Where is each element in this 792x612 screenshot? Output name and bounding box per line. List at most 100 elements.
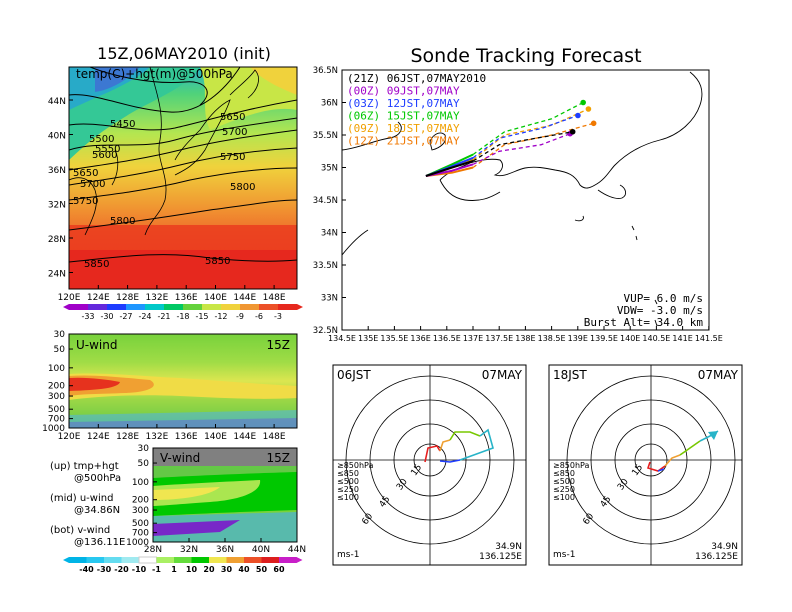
colorbar-label: -6 (255, 312, 263, 321)
colorbar-swatch (69, 304, 88, 310)
contour-labels: 5450 5500 5550 5600 5650 5650 5700 5700 … (73, 112, 255, 270)
pressure-tick-label: 700 (132, 529, 149, 539)
lon-tick-label: 132E (145, 432, 168, 442)
hodograph-trace (646, 461, 666, 472)
level-legend-entry: ≤250 (553, 485, 575, 494)
u-lon-axis: 120E 124E 128E 132E 136E 140E 144E 148E (58, 424, 286, 442)
burst-point (585, 106, 592, 112)
colorbar-label: -40 (79, 565, 94, 574)
lon-tick-label: 140E (204, 432, 227, 442)
lon-tick-label: 124E (87, 293, 110, 303)
pressure-tick-label: 200 (48, 382, 65, 392)
colorbar-label: -30 (97, 565, 112, 574)
contour-label: 5800 (110, 216, 135, 227)
colorbar-swatch (226, 557, 244, 563)
lon-tick-label: 141.5E (695, 334, 723, 343)
hodograph-trace (664, 454, 681, 467)
colorbar-label: -30 (100, 312, 113, 321)
lat-tick-label: 36.5N (313, 66, 338, 76)
u-panel-time: 15Z (267, 338, 291, 352)
map-field-label: temp(C)+hgt(m)@500hPa (76, 67, 233, 81)
lat-tick-label: 35N (321, 164, 338, 174)
lon-tick-label: 128E (116, 432, 139, 442)
map-lon-axis: 120E 124E 128E 132E 136E 140E 144E 148E (58, 285, 286, 303)
hodograph-unit: ms-1 (553, 550, 575, 560)
colorbar-swatch (209, 557, 227, 563)
vup-value: VUP= 6.0 m/s (624, 292, 703, 305)
height-contours (69, 67, 297, 263)
colorbar-swatch (164, 304, 183, 310)
lon-tick-label: 148E (263, 293, 286, 303)
colorbar-swatch (86, 557, 104, 563)
hodograph-trace (439, 459, 461, 463)
pressure-tick-label: 50 (138, 459, 150, 469)
colorbar-swatch (156, 557, 174, 563)
lon-tick-label: 134.5E (328, 334, 356, 343)
note-bot-2: @136.11E (74, 537, 125, 548)
contour-label: 5850 (84, 259, 109, 270)
colorbar-swatch (259, 304, 278, 310)
colorbar-label: -9 (236, 312, 244, 321)
colorbar-arrow (296, 557, 303, 563)
lon-tick-label: 128E (116, 293, 139, 303)
track-series (425, 99, 597, 177)
pressure-tick-label: 300 (48, 392, 65, 402)
pressure-tick-label: 30 (138, 444, 150, 454)
colorbar-label: 40 (238, 565, 250, 574)
hodograph-time: 06JST (337, 368, 371, 382)
hodograph-frame (332, 364, 527, 566)
pressure-tick-label: 200 (132, 496, 149, 506)
hodograph-lon: 136.125E (479, 552, 522, 562)
hodograph-frame (548, 364, 743, 566)
colorbar-label: 30 (221, 565, 233, 574)
track-lon-axis: 134.5E 135E 135.5E 136E 136.5E 137E 137.5E 138E… (328, 326, 723, 343)
colorbar-swatch (126, 304, 145, 310)
lon-tick-label: 135.5E (380, 334, 408, 343)
burst-point (569, 128, 576, 135)
v-panel-label: V-wind (160, 451, 200, 465)
hodograph-lon: 136.125E (695, 552, 738, 562)
lon-tick-label: 132E (145, 293, 168, 303)
lon-tick-label: 144E (233, 432, 256, 442)
lat-tick-label: 40N (48, 132, 66, 142)
track-legend: (21Z) 06JST,07MAY2010(00Z) 09JST,07MAY(0… (347, 72, 486, 148)
v-panel-time: 15Z (267, 451, 291, 465)
level-legend-entry: ≥850hPa (337, 461, 374, 470)
lat-tick-label: 24N (48, 270, 66, 280)
note-up-1: (up) tmp+hgt (50, 461, 119, 472)
contour-label: 5650 (73, 168, 98, 179)
colorbar-label: 20 (203, 565, 215, 574)
contour-label: 5450 (110, 119, 135, 130)
track-line-dashed (472, 101, 584, 156)
colorbar-label: -3 (274, 312, 282, 321)
lon-tick-label: 136.5E (433, 334, 461, 343)
legend-entry: (09Z) 18JST,07MAY (347, 122, 460, 135)
lon-tick-label: 137.5E (485, 334, 513, 343)
track-lat-axis: 36.5N 36N 35.5N 35N 34.5N 34N 33.5N 33N 32.5N (313, 66, 346, 336)
track-line-solid (425, 160, 474, 177)
lat-tick-label: 40N (252, 545, 270, 555)
lat-tick-label: 36N (48, 166, 66, 176)
colorbar-label: -10 (132, 565, 147, 574)
v-lat-axis: 28N 32N 36N 40N 44N (144, 538, 306, 555)
lat-tick-label: 33.5N (313, 261, 338, 271)
track-params: VUP= 6.0 m/s VDW= -3.0 m/s Burst Alt= 34… (584, 292, 704, 329)
burst-point (590, 120, 597, 127)
track-line-dashed (472, 108, 589, 161)
pressure-tick-label: 1000 (126, 538, 149, 548)
hodograph-arrowhead (708, 431, 718, 440)
track-title: Sonde Tracking Forecast (410, 45, 641, 67)
level-legend-entry: ≥850hPa (553, 461, 590, 470)
lat-tick-label: 32N (48, 201, 66, 211)
note-up-2: @500hPa (74, 473, 121, 484)
burst-altitude: Burst Alt= 34.0 km (584, 316, 704, 329)
lon-tick-label: 140E (620, 334, 640, 343)
level-legend-entry: ≤100 (337, 493, 359, 502)
lat-tick-label: 28N (48, 235, 66, 245)
hodograph-left: 06JST 07MAY15304560≥850hPa≤850≤500≤250≤10… (332, 364, 527, 566)
lon-tick-label: 136E (175, 432, 198, 442)
track-coastlines (342, 71, 703, 327)
lon-tick-label: 136E (410, 334, 430, 343)
map-frame (68, 66, 298, 290)
colorbar-swatch (88, 304, 107, 310)
